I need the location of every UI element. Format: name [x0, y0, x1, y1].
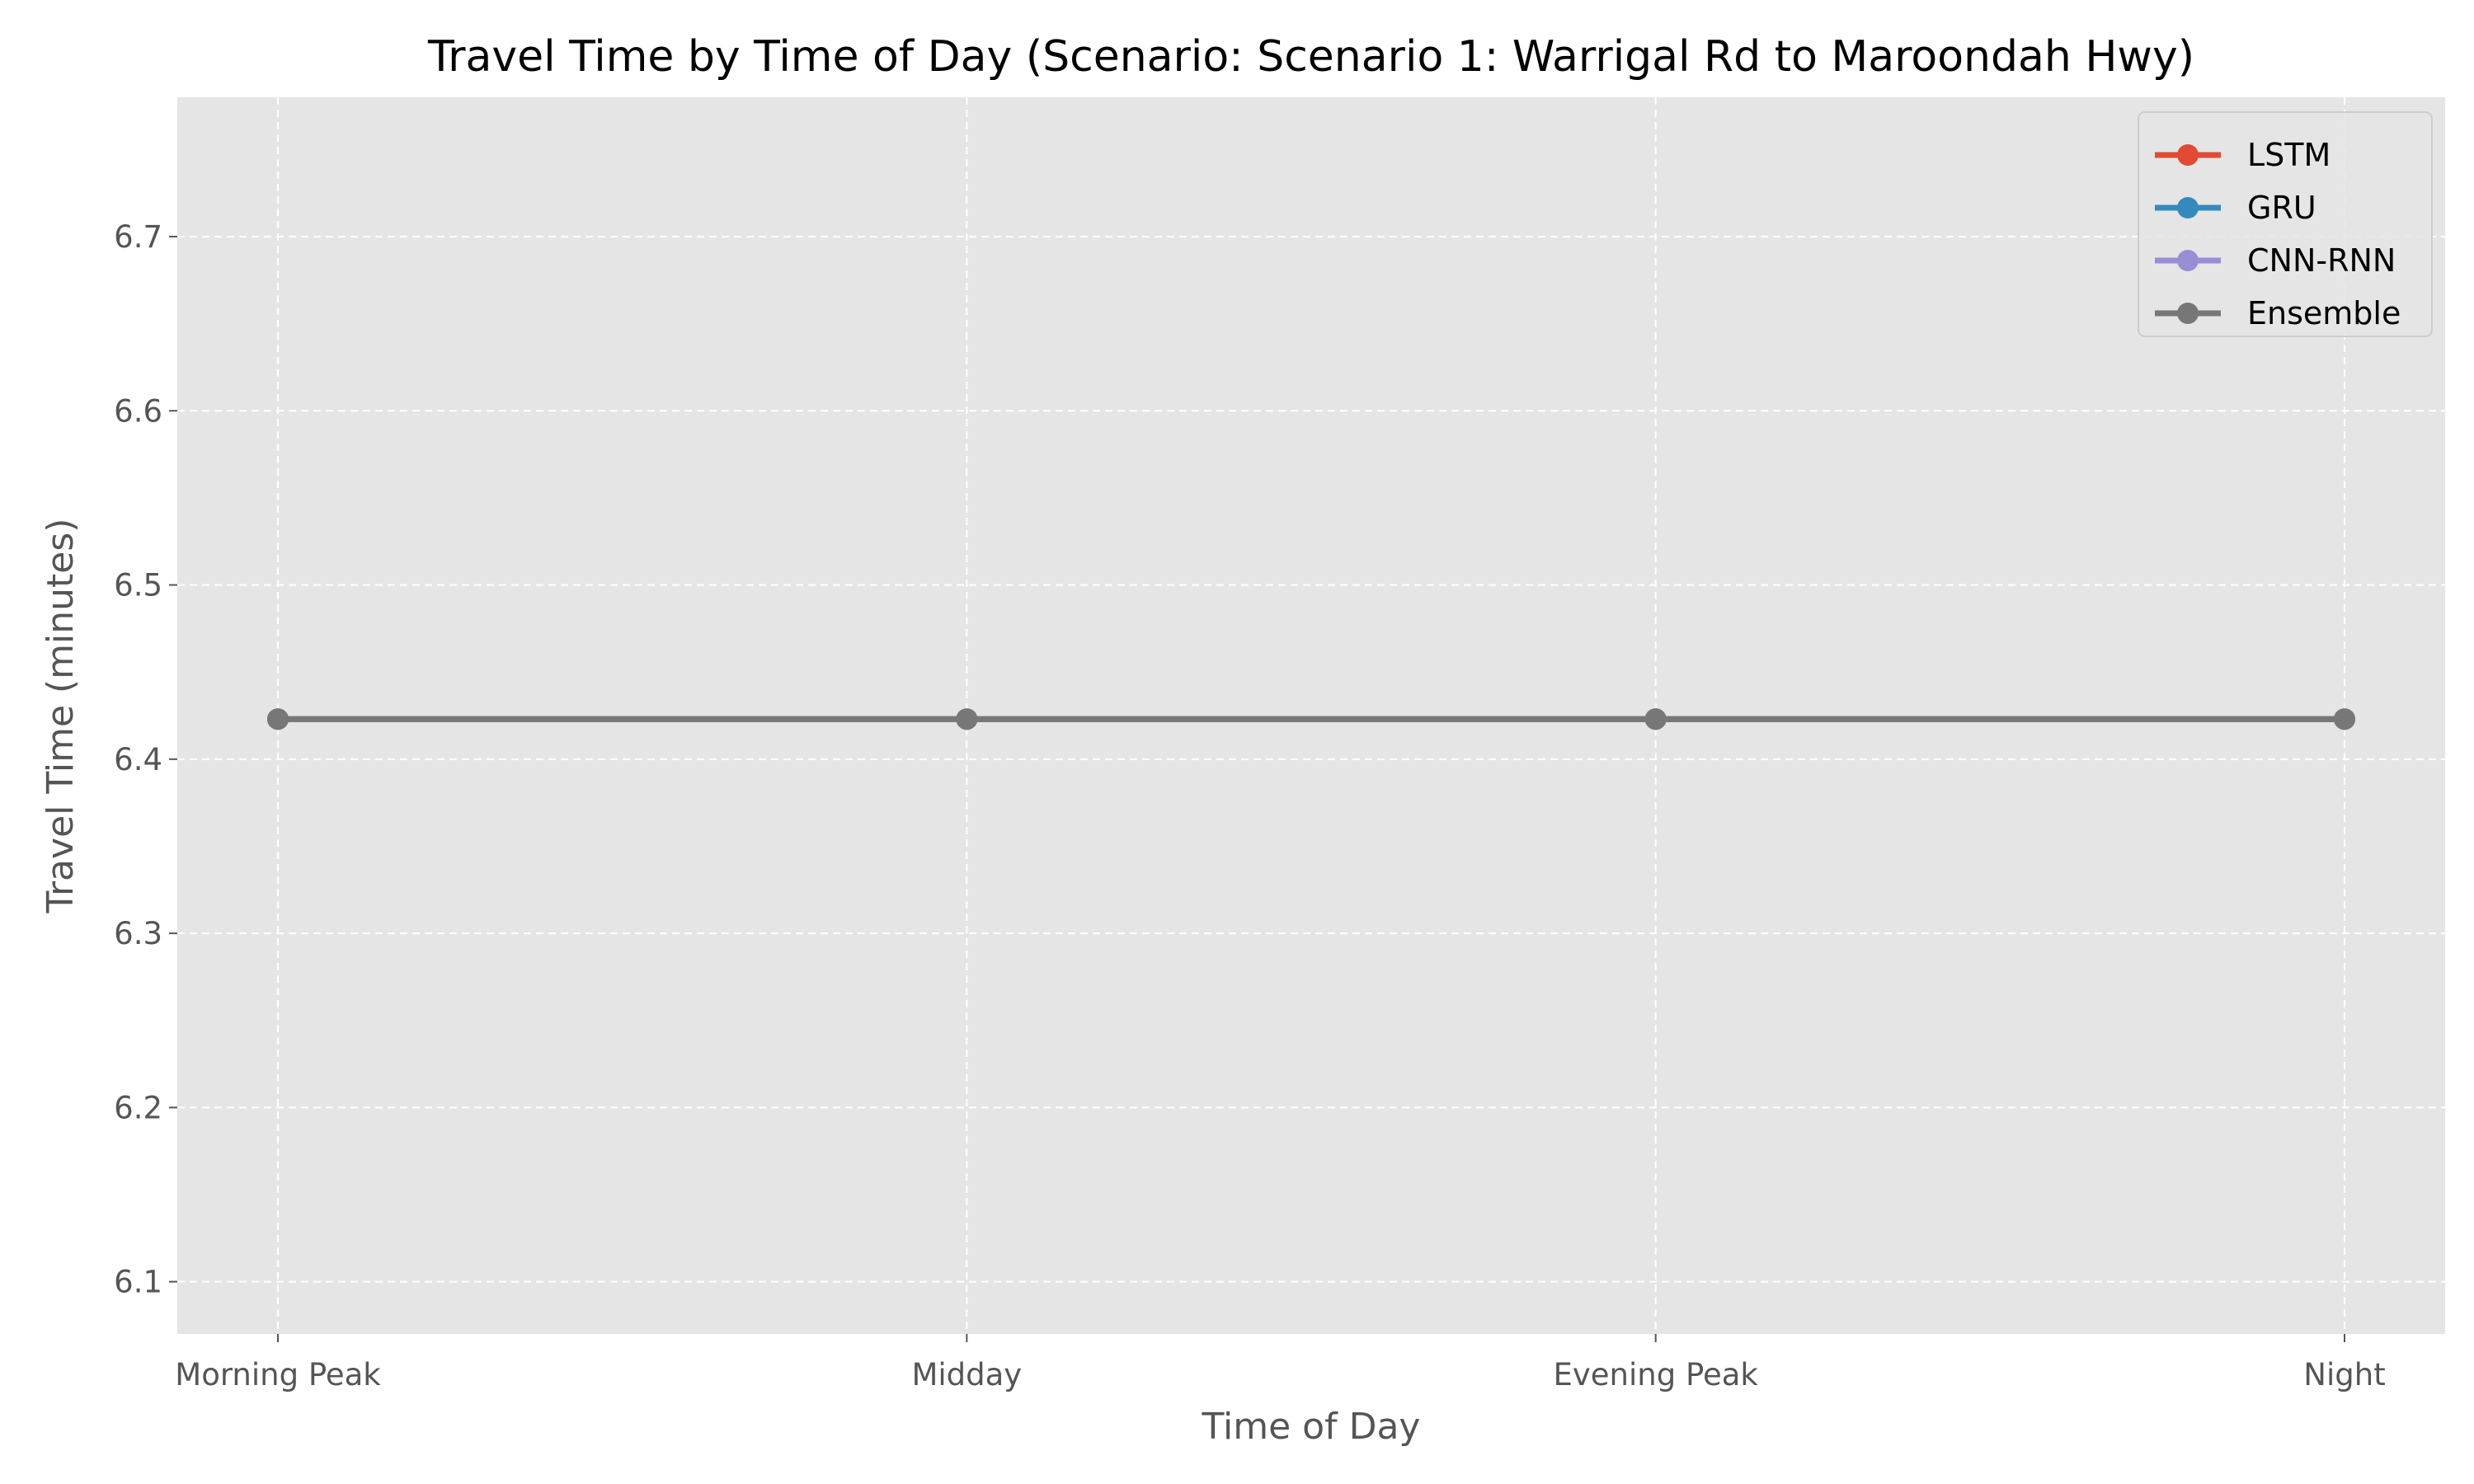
data-point	[2334, 708, 2355, 730]
legend-label: Ensemble	[2247, 295, 2401, 331]
x-tick-label: Night	[2303, 1357, 2385, 1392]
plot-area	[177, 97, 2445, 1334]
legend-label: LSTM	[2247, 137, 2331, 173]
x-tick-label: Midday	[911, 1357, 1022, 1392]
y-tick-label: 6.3	[114, 916, 162, 951]
x-tick-label: Morning Peak	[175, 1357, 381, 1392]
y-tick-label: 6.6	[114, 393, 162, 429]
y-tick-label: 6.7	[114, 219, 162, 255]
legend-marker	[2177, 197, 2199, 218]
data-point	[267, 708, 289, 730]
x-tick-label: Evening Peak	[1554, 1357, 1759, 1392]
y-tick-label: 6.4	[114, 742, 162, 777]
y-tick-label: 6.5	[114, 568, 162, 603]
data-point	[956, 708, 978, 730]
legend-label: GRU	[2247, 190, 2316, 226]
series-ensemble	[267, 708, 2355, 730]
legend: LSTM GRU CNN-RNN Ensemble	[2138, 111, 2433, 337]
chart-title: Travel Time by Time of Day (Scenario: Sc…	[427, 32, 2194, 82]
y-tick-label: 6.1	[114, 1265, 162, 1300]
legend-box	[2138, 111, 2433, 337]
series-lines	[267, 708, 2355, 730]
axes: 6.1 6.2 6.3 6.4 6.5 6.6 6.7 Morning Peak Midday E…	[114, 219, 2386, 1392]
x-axis-label: Time of Day	[1202, 1406, 1421, 1448]
legend-label: CNN-RNN	[2247, 242, 2396, 279]
legend-marker	[2177, 250, 2199, 271]
y-tick-label: 6.2	[114, 1090, 162, 1125]
legend-marker	[2177, 144, 2199, 166]
y-axis-label: Travel Time (minutes)	[40, 519, 82, 914]
legend-marker	[2177, 303, 2199, 324]
data-point	[1644, 708, 1667, 730]
